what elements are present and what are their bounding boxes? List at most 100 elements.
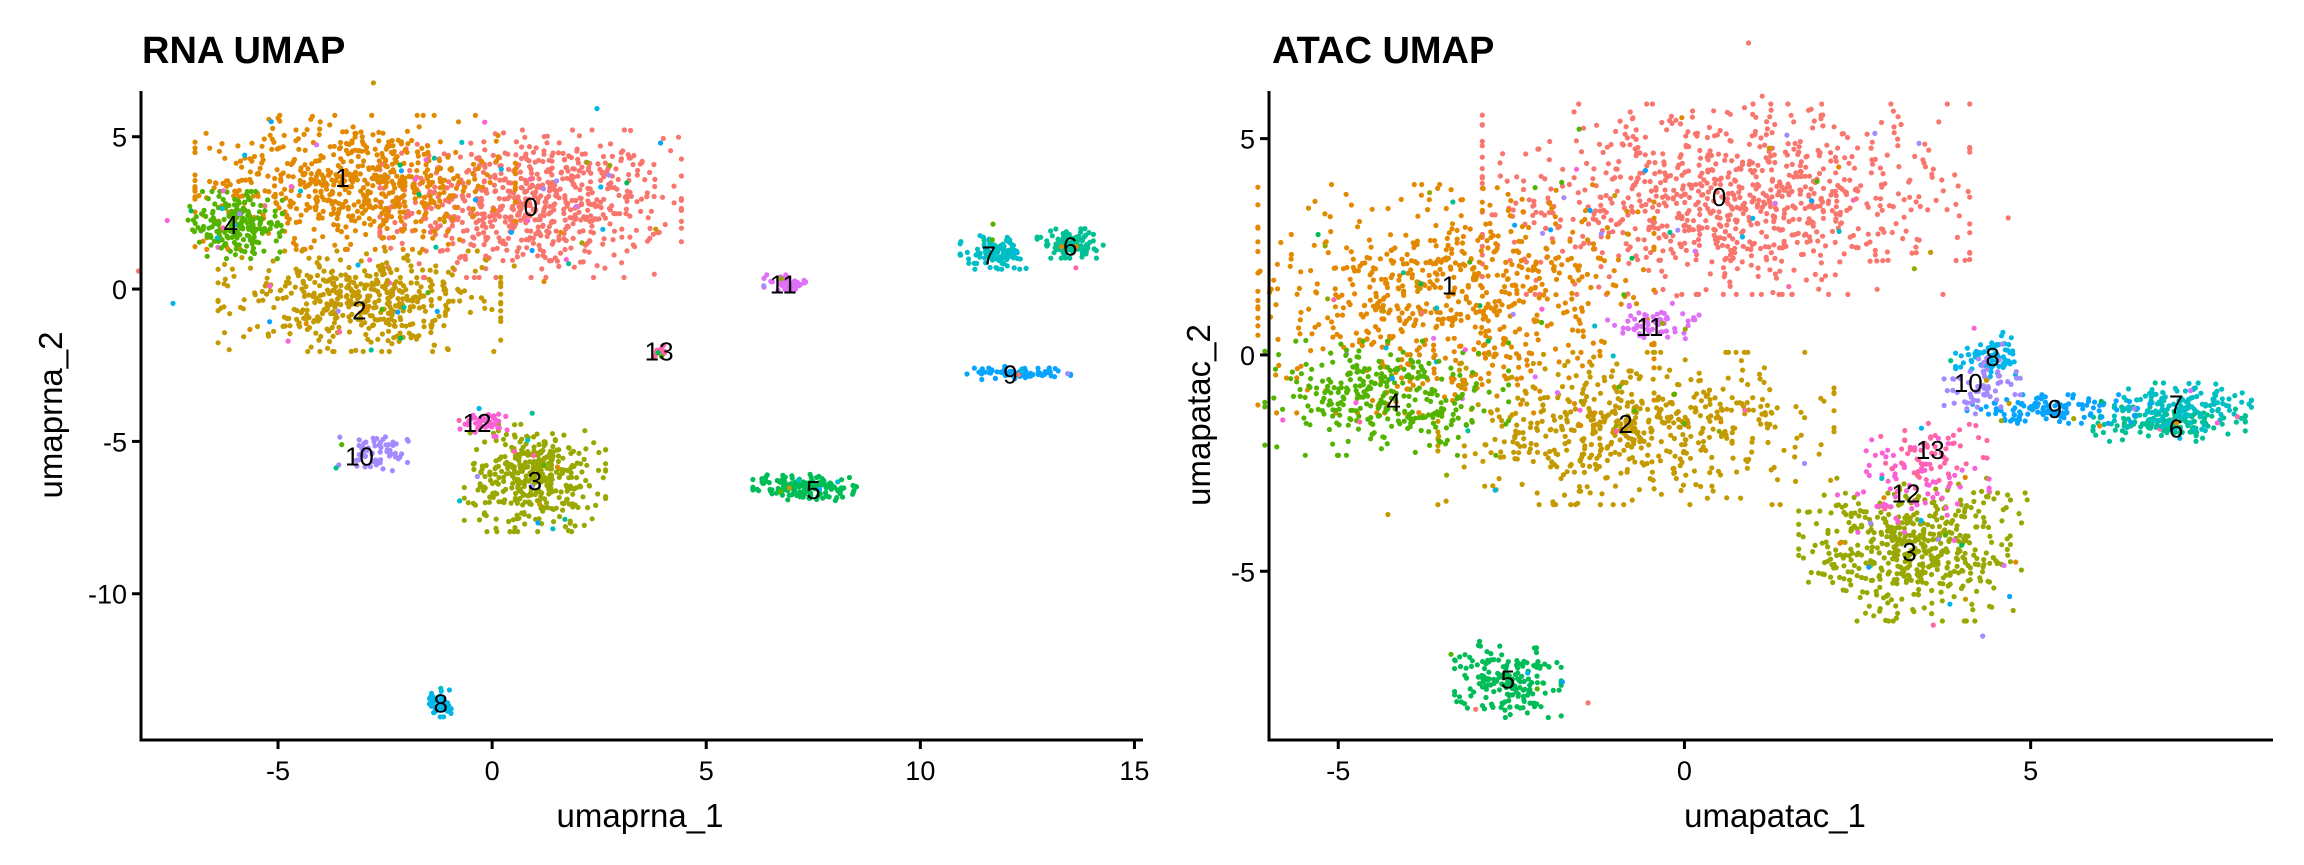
cell-point-cluster-0 [509,257,516,263]
cell-point-cluster-0 [459,193,465,199]
cell-point-cluster-0 [1763,218,1769,224]
cell-point-cluster-2 [336,324,342,330]
cell-point-cluster-5 [782,474,788,480]
cell-point-cluster-0 [1696,162,1702,168]
cell-point-cluster-0 [517,169,524,175]
cell-point-cluster-7 [1017,266,1023,272]
cell-point-cluster-9 [1642,167,1648,174]
cell-point-cluster-3 [542,478,548,484]
cell-point-cluster-0 [1798,159,1804,165]
cell-point-cluster-1 [225,178,231,184]
cell-point-cluster-3 [517,479,523,485]
cell-point-cluster-4 [274,256,280,262]
cell-point-cluster-0 [1538,173,1544,179]
cell-point-cluster-1 [1451,335,1457,341]
cell-point-cluster-0 [492,217,498,223]
cell-point-cluster-0 [678,156,685,162]
cell-point-cluster-1 [1502,289,1508,295]
cell-point-cluster-3 [506,518,512,525]
y-tick-label: 0 [112,275,127,305]
cell-point-cluster-2 [358,281,364,287]
cell-point-cluster-0 [449,235,455,241]
cell-point-cluster-2 [267,288,274,294]
cell-point-cluster-1 [389,161,395,167]
cell-point-cluster-0 [1686,182,1692,188]
cell-point-cluster-0 [1768,187,1774,193]
cell-point-cluster-0 [1580,125,1587,131]
cell-point-cluster-1 [1451,289,1457,295]
cell-point-cluster-0 [554,258,561,264]
cell-point-cluster-0 [1704,180,1710,186]
cell-point-cluster-2 [428,298,434,304]
cell-point-cluster-0 [556,195,562,201]
cell-point-cluster-3 [553,505,559,511]
cell-point-cluster-12 [504,427,510,433]
cell-point-cluster-1 [1567,238,1573,244]
cell-point-cluster-0 [1806,192,1812,198]
cell-point-cluster-2 [215,298,221,304]
cell-point-cluster-0 [1776,188,1782,195]
cell-point-cluster-3 [583,446,589,452]
cell-point-cluster-4 [211,221,218,227]
cell-point-cluster-2 [344,276,350,283]
cell-point-cluster-1 [1403,318,1409,324]
cell-point-cluster-1 [1397,346,1403,352]
cell-point-cluster-1 [306,193,312,199]
cell-point-cluster-2 [1597,419,1603,425]
cell-point-cluster-0 [533,145,539,151]
cell-point-cluster-5 [750,476,756,483]
cell-point-cluster-0 [414,141,420,147]
cell-point-cluster-0 [1585,221,1592,227]
cell-point-cluster-1 [1357,263,1363,269]
cell-point-cluster-0 [1649,101,1655,107]
cell-point-cluster-0 [1761,199,1767,205]
cell-point-cluster-2 [389,341,395,347]
cell-point-cluster-1 [1443,205,1449,212]
cell-point-cluster-9 [395,309,401,315]
cell-point-cluster-4 [204,234,210,240]
cell-point-cluster-1 [379,210,385,216]
cell-point-cluster-4 [195,225,201,231]
cell-point-cluster-1 [1539,281,1545,287]
cell-point-cluster-1 [1287,263,1293,269]
cell-point-cluster-0 [377,185,383,191]
cell-point-cluster-0 [490,152,496,158]
cell-point-cluster-9 [982,369,988,375]
cell-point-cluster-0 [1648,188,1654,194]
cell-point-cluster-1 [1437,285,1443,291]
cell-point-cluster-2 [353,347,359,353]
cell-point-cluster-1 [1424,301,1430,307]
cell-point-cluster-3 [579,469,585,475]
cell-point-cluster-1 [399,228,405,234]
cell-point-cluster-9 [1046,365,1052,371]
cell-point-cluster-1 [1364,336,1370,342]
cell-point-cluster-1 [1255,225,1261,231]
cell-point-cluster-1 [1582,216,1588,222]
cell-point-cluster-1 [1523,341,1529,347]
cell-point-cluster-0 [1803,164,1809,170]
cell-point-cluster-0 [1600,149,1606,155]
cell-point-cluster-1 [343,140,350,147]
cell-point-cluster-2 [410,333,416,339]
cell-point-cluster-2 [376,292,382,298]
cell-point-cluster-4 [229,234,235,240]
cell-point-cluster-0 [1576,199,1582,205]
cell-point-cluster-0 [1661,232,1667,238]
cell-point-cluster-0 [1944,101,1950,107]
cell-point-cluster-3 [517,495,523,502]
cell-point-cluster-4 [242,199,248,205]
cell-point-cluster-3 [568,470,574,476]
cell-point-cluster-3 [543,454,549,460]
cell-point-cluster-1 [1448,307,1454,313]
cell-point-cluster-0 [1847,234,1853,240]
cell-point-cluster-0 [1811,118,1817,124]
cell-point-cluster-0 [618,156,625,162]
cell-point-cluster-0 [589,223,595,229]
cell-point-cluster-1 [1454,240,1460,246]
cell-point-cluster-1 [400,246,406,252]
cell-point-cluster-2 [346,264,352,271]
cell-point-cluster-1 [1534,312,1540,318]
cell-point-cluster-0 [1682,169,1688,175]
cell-point-cluster-0 [1650,150,1656,156]
